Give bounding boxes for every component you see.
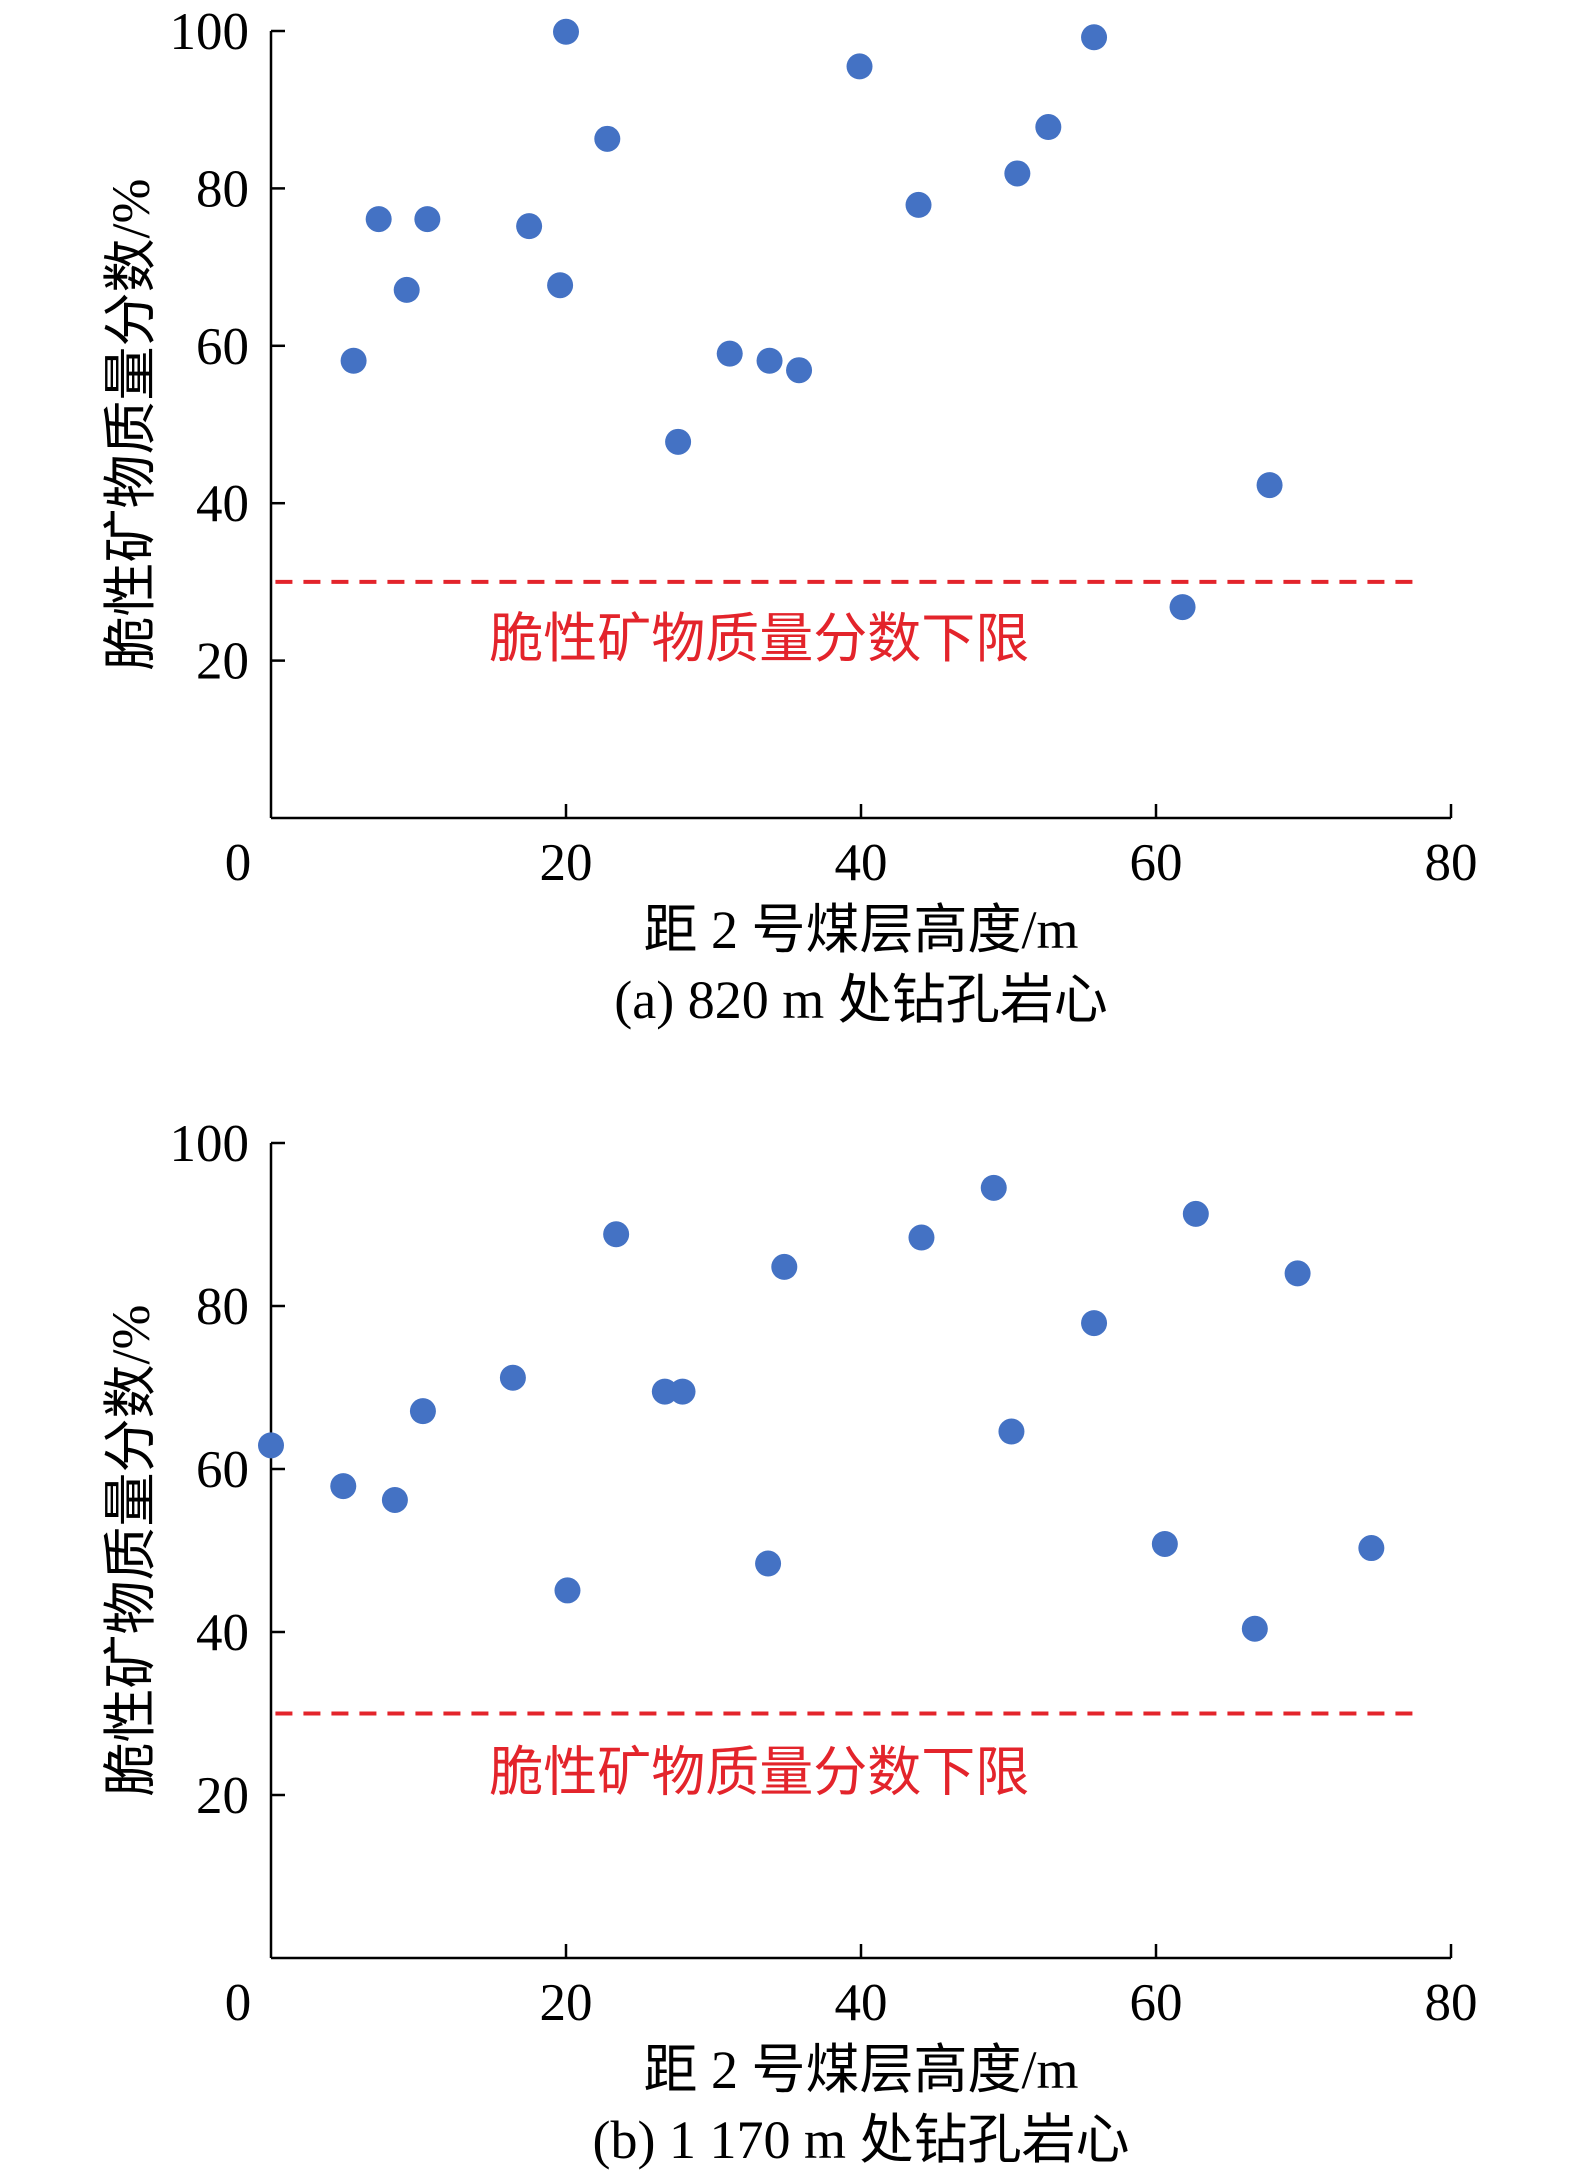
threshold-label: 脆性矿物质量分数下限 — [489, 609, 1029, 669]
x-tick-label: 60 — [1130, 1974, 1183, 2032]
data-point — [665, 428, 692, 455]
y-tick-label: 60 — [196, 318, 249, 376]
x-tick-label: 20 — [540, 1974, 593, 2032]
data-point — [1256, 472, 1283, 499]
x-tick-label: 20 — [540, 834, 593, 892]
y-tick-label: 40 — [196, 475, 249, 533]
data-point — [1151, 1530, 1178, 1557]
data-point — [381, 1486, 408, 1513]
data-point — [594, 125, 621, 152]
data-point — [908, 1224, 935, 1251]
data-point — [1035, 114, 1062, 141]
x-tick-label: 80 — [1425, 1974, 1478, 2032]
data-point — [755, 1550, 782, 1577]
data-point — [258, 1432, 284, 1459]
data-point — [1169, 594, 1196, 621]
data-point — [547, 272, 574, 299]
y-tick-label: 20 — [196, 1767, 249, 1825]
data-point — [414, 206, 441, 233]
x-tick-label: 0 — [225, 834, 252, 892]
data-point — [409, 1398, 436, 1425]
data-point — [1182, 1200, 1209, 1227]
x-axis-label: 距 2 号煤层高度/m — [643, 2040, 1078, 2100]
x-tick-label: 40 — [835, 1974, 888, 2032]
y-axis-label: 脆性矿物质量分数/% — [101, 179, 161, 671]
data-point — [1284, 1260, 1311, 1287]
data-point — [980, 1174, 1007, 1201]
data-point — [1081, 24, 1108, 51]
data-point — [756, 347, 783, 374]
y-tick-label: 80 — [196, 1278, 249, 1336]
data-point — [330, 1473, 357, 1500]
y-tick-label: 100 — [170, 3, 250, 61]
data-point — [1004, 160, 1031, 187]
data-point — [553, 18, 579, 45]
x-axis-label: 距 2 号煤层高度/m — [643, 900, 1078, 960]
data-point — [1241, 1615, 1268, 1642]
y-tick-label: 20 — [196, 633, 249, 691]
data-point — [998, 1418, 1025, 1445]
y-tick-label: 80 — [196, 160, 249, 218]
data-point — [846, 53, 873, 80]
y-tick-label: 60 — [196, 1441, 249, 1499]
x-tick-label: 60 — [1130, 834, 1183, 892]
x-tick-label: 0 — [225, 1974, 252, 2032]
chart-caption: (b) 1 170 m 处钻孔岩心 — [593, 2110, 1130, 2170]
data-point — [340, 347, 367, 374]
data-point — [499, 1364, 526, 1391]
y-tick-label: 100 — [170, 1115, 250, 1173]
data-point — [771, 1253, 798, 1280]
data-point — [393, 276, 420, 303]
y-axis-label: 脆性矿物质量分数/% — [101, 1305, 161, 1797]
data-point — [554, 1577, 581, 1604]
data-point — [1358, 1535, 1385, 1562]
y-tick-label: 40 — [196, 1604, 249, 1662]
data-point — [716, 340, 743, 367]
chart-caption: (a) 820 m 处钻孔岩心 — [614, 970, 1107, 1030]
data-point — [786, 357, 813, 384]
data-point — [905, 191, 932, 218]
x-tick-label: 40 — [835, 834, 888, 892]
threshold-label: 脆性矿物质量分数下限 — [489, 1743, 1029, 1803]
data-point — [669, 1378, 696, 1405]
x-tick-label: 80 — [1425, 834, 1478, 892]
data-point — [1081, 1310, 1108, 1337]
data-point — [365, 206, 392, 233]
data-point — [516, 213, 543, 240]
data-point — [603, 1221, 630, 1248]
